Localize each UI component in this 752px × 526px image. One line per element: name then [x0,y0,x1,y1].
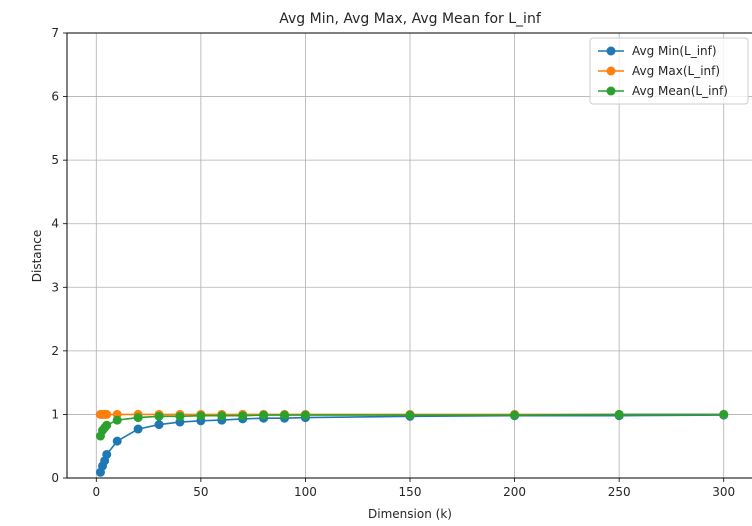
data-point [217,411,227,421]
legend-label: Avg Mean(L_inf) [632,84,728,98]
x-tick-label: 200 [503,485,526,499]
data-point [112,415,122,425]
x-tick-label: 0 [92,485,100,499]
data-point [102,449,112,459]
y-tick-label: 5 [51,153,59,167]
y-tick-label: 3 [51,280,59,294]
y-tick-label: 2 [51,344,59,358]
legend-label: Avg Max(L_inf) [632,64,720,78]
legend-item: Avg Min(L_inf) [598,44,717,58]
y-axis-label: Distance [30,230,44,282]
data-point [510,410,520,420]
data-point [405,410,415,420]
data-point [102,420,112,430]
data-point [238,411,248,421]
data-point [259,410,269,420]
series-line [99,414,724,473]
x-axis-label: Dimension (k) [368,507,452,521]
data-point [280,410,290,420]
legend-marker [606,86,616,96]
y-tick-label: 4 [51,217,59,231]
legend-box [589,37,749,105]
data-point [196,411,206,421]
series-layer [95,409,729,477]
x-tick-label: 50 [193,485,208,499]
y-axis-ticks: 0 1 2 3 4 5 6 7 [51,26,67,485]
data-point [154,411,164,421]
data-point [133,424,143,434]
chart-title: Avg Min, Avg Max, Avg Mean for L_inf [279,11,542,27]
y-tick-label: 1 [51,407,59,421]
legend-item: Avg Mean(L_inf) [598,84,728,98]
x-axis-ticks: 0 50 100 150 200 250 300 [92,478,735,499]
data-point [154,420,164,430]
data-point [175,411,185,421]
x-tick-label: 100 [294,485,317,499]
y-tick-label: 7 [51,26,59,40]
x-tick-label: 150 [399,485,422,499]
x-tick-label: 300 [712,485,735,499]
series-0 [95,410,729,477]
legend-marker [606,66,616,76]
data-point [300,410,310,420]
legend-marker [606,46,616,56]
x-tick-label: 250 [608,485,631,499]
y-tick-label: 6 [51,90,59,104]
data-point [102,409,112,419]
series-2 [95,409,729,441]
data-point [614,409,624,419]
legend-item: Avg Max(L_inf) [598,64,720,78]
legend: Avg Min(L_inf) Avg Max(L_inf) Avg Mean(L_i… [589,37,749,105]
data-point [133,413,143,423]
legend-label: Avg Min(L_inf) [632,44,717,58]
y-tick-label: 0 [51,471,59,485]
data-point [719,409,729,419]
data-point [112,436,122,446]
